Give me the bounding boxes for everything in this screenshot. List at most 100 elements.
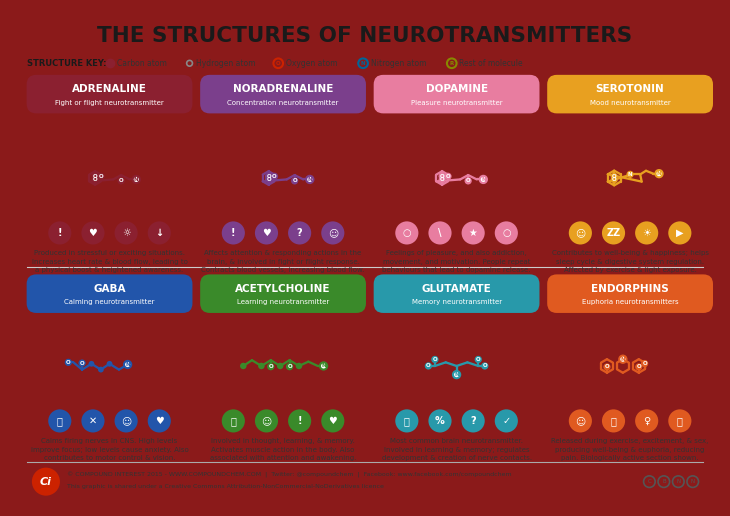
Text: C: C	[648, 479, 651, 484]
Circle shape	[306, 176, 313, 183]
PathPatch shape	[26, 275, 193, 313]
Circle shape	[133, 176, 140, 183]
Text: O: O	[466, 179, 470, 183]
Text: Most common brain neurotransmitter.
Involved in learning & memory; regulates
dev: Most common brain neurotransmitter. Invo…	[382, 438, 531, 461]
Circle shape	[286, 363, 293, 370]
Circle shape	[425, 362, 432, 369]
Text: ♥: ♥	[328, 416, 337, 426]
Text: Ci: Ci	[40, 477, 52, 487]
Text: O: O	[426, 363, 431, 368]
Circle shape	[65, 359, 72, 366]
Text: B: B	[662, 479, 666, 484]
Circle shape	[147, 221, 171, 245]
Text: R: R	[450, 61, 454, 66]
Text: Involved in thought, learning, & memory.
Activates muscle action in the body. Al: Involved in thought, learning, & memory.…	[210, 438, 356, 461]
Text: ENDORPHINS: ENDORPHINS	[591, 284, 669, 294]
Circle shape	[88, 361, 94, 367]
Text: N: N	[321, 363, 326, 368]
Text: Carbon atom: Carbon atom	[118, 59, 167, 68]
Text: N: N	[676, 479, 680, 484]
Text: O: O	[483, 363, 487, 368]
Text: Released during exercise, excitement, & sex,
producing well-being & euphoria, re: Released during exercise, excitement, & …	[551, 438, 709, 461]
Circle shape	[431, 356, 439, 363]
Text: N: N	[657, 171, 661, 176]
Text: ZZ: ZZ	[607, 228, 620, 238]
Text: Oxygen atom: Oxygen atom	[286, 59, 337, 68]
Circle shape	[115, 221, 138, 245]
Text: ⛹: ⛹	[610, 416, 616, 426]
Circle shape	[635, 409, 658, 432]
Circle shape	[668, 221, 691, 245]
Circle shape	[81, 221, 104, 245]
Text: %: %	[435, 416, 445, 426]
PathPatch shape	[548, 275, 713, 313]
Circle shape	[255, 221, 278, 245]
Text: O: O	[269, 364, 273, 369]
Circle shape	[429, 409, 452, 432]
Text: ♥: ♥	[262, 228, 271, 238]
Text: Rest of molecule: Rest of molecule	[459, 59, 523, 68]
Circle shape	[668, 409, 691, 432]
Text: SEROTONIN: SEROTONIN	[596, 85, 664, 94]
Text: ♥: ♥	[88, 228, 97, 238]
Text: N: N	[307, 177, 312, 182]
PathPatch shape	[548, 75, 713, 114]
Circle shape	[474, 356, 482, 363]
Circle shape	[461, 409, 485, 432]
Text: O: O	[99, 174, 103, 179]
Circle shape	[453, 371, 460, 378]
Text: ○: ○	[502, 228, 510, 238]
Text: ⛹: ⛹	[404, 416, 410, 426]
Circle shape	[569, 409, 592, 432]
Circle shape	[610, 173, 618, 180]
Circle shape	[118, 178, 125, 185]
Text: !: !	[58, 228, 62, 238]
Circle shape	[602, 409, 625, 432]
Text: O: O	[637, 364, 641, 369]
Text: Euphoria neurotransmitters: Euphoria neurotransmitters	[582, 299, 678, 305]
PathPatch shape	[26, 75, 193, 114]
Text: GABA: GABA	[93, 284, 126, 294]
Text: \: \	[438, 228, 442, 238]
Circle shape	[395, 221, 418, 245]
Text: ▶: ▶	[676, 228, 683, 238]
Text: N: N	[134, 177, 139, 182]
Circle shape	[429, 221, 452, 245]
Text: N: N	[628, 172, 632, 177]
Text: ☺: ☺	[328, 228, 338, 238]
Circle shape	[604, 363, 610, 370]
Circle shape	[635, 363, 642, 370]
Text: ☺: ☺	[261, 416, 272, 426]
Text: ☺: ☺	[575, 416, 585, 426]
Circle shape	[656, 170, 663, 178]
Text: ⛹: ⛹	[231, 416, 237, 426]
Text: O: O	[287, 364, 292, 369]
Circle shape	[222, 221, 245, 245]
Text: ○: ○	[402, 228, 411, 238]
Circle shape	[291, 178, 299, 185]
Circle shape	[124, 361, 131, 368]
Text: ☺: ☺	[121, 416, 131, 426]
Circle shape	[81, 409, 104, 432]
Text: ✓: ✓	[502, 416, 510, 426]
Text: O: O	[476, 357, 480, 362]
Circle shape	[635, 221, 658, 245]
Text: ✕: ✕	[89, 416, 97, 426]
Text: O: O	[80, 361, 85, 365]
Text: ?: ?	[297, 228, 302, 238]
Circle shape	[31, 466, 61, 497]
Text: STRUCTURE KEY:: STRUCTURE KEY:	[26, 59, 106, 68]
Text: NORADRENALINE: NORADRENALINE	[233, 85, 334, 94]
Text: O: O	[93, 177, 97, 182]
Text: O: O	[642, 361, 647, 366]
Circle shape	[296, 363, 302, 369]
Text: ★: ★	[469, 228, 477, 238]
Circle shape	[265, 176, 272, 183]
PathPatch shape	[374, 275, 539, 313]
Circle shape	[481, 362, 488, 369]
Text: © COMPOUND INTEREST 2015 - WWW.COMPOUNDCHEM.COM  |  Twitter: @compoundchem  |  F: © COMPOUND INTEREST 2015 - WWW.COMPOUNDC…	[67, 472, 512, 478]
Circle shape	[610, 176, 618, 183]
Circle shape	[265, 173, 272, 180]
Circle shape	[78, 360, 85, 367]
Text: ♀: ♀	[643, 416, 650, 426]
